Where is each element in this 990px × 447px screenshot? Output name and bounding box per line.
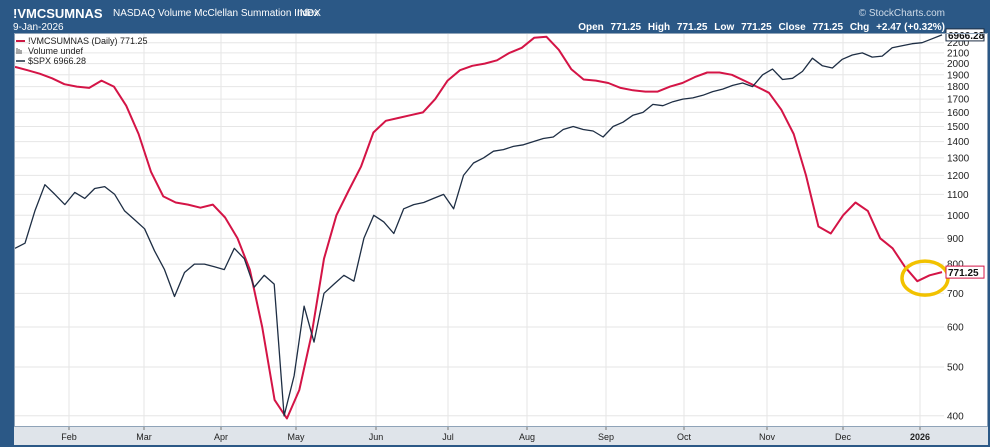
- open-label: Open: [578, 22, 604, 33]
- x-tick-label: Nov: [759, 432, 776, 442]
- y-tick-label: 600: [947, 323, 964, 334]
- y-tick-label: 1300: [947, 153, 970, 164]
- y-tick-label: 1200: [947, 171, 970, 182]
- spx-last-value-tag: 6966.28: [948, 31, 985, 42]
- spx-series-line: [14, 34, 943, 417]
- x-tick-label: Jun: [369, 432, 384, 442]
- plot-border: [14, 33, 988, 427]
- summation-series-line: [14, 35, 943, 420]
- y-tick-label: 1600: [947, 108, 970, 119]
- x-tick-label: Sep: [598, 432, 614, 442]
- symbol-name: NASDAQ Volume McClellan Summation Index: [113, 8, 319, 19]
- chg-value: +2.47 (+0.32%): [876, 22, 945, 33]
- x-tick-label: Feb: [61, 432, 77, 442]
- y-tick-label: 700: [947, 289, 964, 300]
- x-tick-label: Apr: [214, 432, 228, 442]
- y-tick-label: 2000: [947, 59, 970, 70]
- y-tick-label: 1700: [947, 95, 970, 106]
- x-tick-label: Jul: [442, 432, 454, 442]
- y-tick-label: 1000: [947, 211, 970, 222]
- symbol-title: !VMCSUMNAS: [13, 6, 103, 21]
- x-tick-label: Aug: [519, 432, 535, 442]
- x-tick-label: May: [287, 432, 305, 442]
- chg-label: Chg: [849, 22, 870, 33]
- y-tick-label: 1100: [947, 190, 969, 201]
- legend-entry-0: !VMCSUMNAS (Daily) 771.25: [28, 36, 148, 46]
- y-tick-label: 1400: [947, 137, 970, 148]
- axis-panel: [944, 33, 988, 427]
- x-tick-label: Dec: [835, 432, 852, 442]
- high-label: High: [647, 22, 671, 33]
- y-tick-label: 400: [947, 411, 964, 422]
- x-tick-label: Oct: [677, 432, 692, 442]
- close-label: Close: [778, 22, 806, 33]
- summation-last-value-tag-box: [945, 265, 985, 279]
- exchange-label: INDX: [297, 8, 321, 19]
- legend-entry-2: $SPX 6966.28: [28, 56, 86, 66]
- ohlc-readout: Open 771.25 High 771.25 Low 771.25 Close…: [574, 22, 945, 33]
- y-tick-label: 2200: [947, 38, 970, 49]
- open-value: 771.25: [610, 22, 642, 33]
- y-tick-label: 1500: [947, 122, 970, 133]
- y-tick-label: 1800: [947, 82, 970, 93]
- plot-area: [14, 33, 944, 427]
- low-label: Low: [714, 22, 735, 33]
- watermark: © StockCharts.com: [858, 8, 945, 19]
- x-axis-strip: [14, 427, 988, 445]
- close-value: 771.25: [812, 22, 844, 33]
- y-tick-label: 2100: [947, 48, 970, 59]
- x-tick-label: 2026: [910, 432, 930, 442]
- legend-entry-1: Volume undef: [28, 46, 84, 56]
- x-tick-label: Mar: [136, 432, 152, 442]
- date-label: 9-Jan-2026: [13, 22, 64, 33]
- spx-last-value-tag-box: [945, 28, 985, 42]
- high-value: 771.25: [676, 22, 708, 33]
- y-tick-label: 1900: [947, 70, 970, 81]
- y-tick-label: 500: [947, 362, 964, 373]
- y-tick-label: 800: [947, 260, 964, 271]
- low-value: 771.25: [741, 22, 772, 33]
- y-tick-label: 900: [947, 234, 964, 245]
- summation-last-value-tag: 771.25: [948, 268, 979, 279]
